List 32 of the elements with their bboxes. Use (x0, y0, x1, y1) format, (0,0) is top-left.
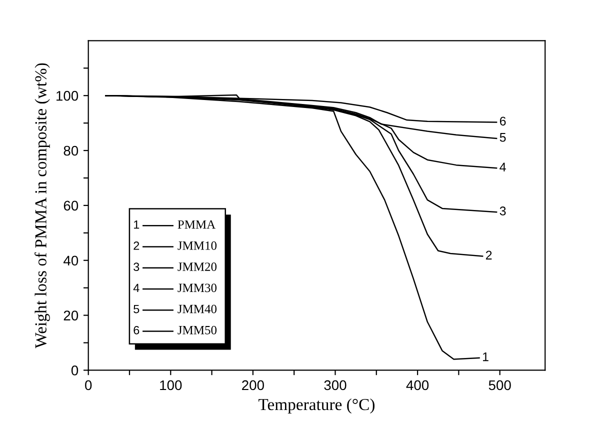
y-tick-label: 60 (64, 200, 78, 211)
x-tick-label: 300 (324, 380, 346, 390)
legend-label: JMM10 (178, 241, 217, 250)
x-tick-label: 400 (406, 380, 429, 390)
legend-label: JMM30 (178, 284, 217, 292)
annotation: 6 (500, 116, 506, 126)
annotation: 1 (483, 352, 488, 362)
y-tick-label: 20 (64, 310, 78, 320)
y-tick-label: 80 (64, 146, 78, 156)
legend-label: JMM50 (178, 326, 217, 334)
y-tick-label: 100 (56, 90, 78, 101)
y-tick-label: 40 (63, 256, 78, 266)
text: 5 (134, 305, 140, 314)
text: 6 (134, 326, 140, 334)
annotation: 3 (500, 206, 506, 216)
x-tick-label: 0 (85, 380, 92, 390)
legend-label: JMM20 (178, 262, 217, 271)
x-tick-label: 200 (242, 380, 264, 390)
legend-label: JMM40 (178, 304, 217, 314)
annotation: 5 (500, 133, 506, 142)
text: 2 (134, 242, 140, 250)
x-tick-label: 100 (160, 380, 182, 390)
x-tick-label: 500 (488, 380, 511, 390)
legend-label: PMMA (178, 220, 216, 229)
text: 3 (134, 262, 140, 272)
text: 1 (134, 220, 140, 229)
text: 4 (133, 284, 140, 292)
y-tick-label: 0 (71, 366, 78, 376)
annotation: 4 (500, 162, 506, 172)
y-axis-title: Weight loss of PMMA in composite (wt%) (34, 63, 50, 348)
annotation: 2 (486, 250, 492, 260)
x-axis-title: Temperature (°C) (258, 398, 374, 414)
